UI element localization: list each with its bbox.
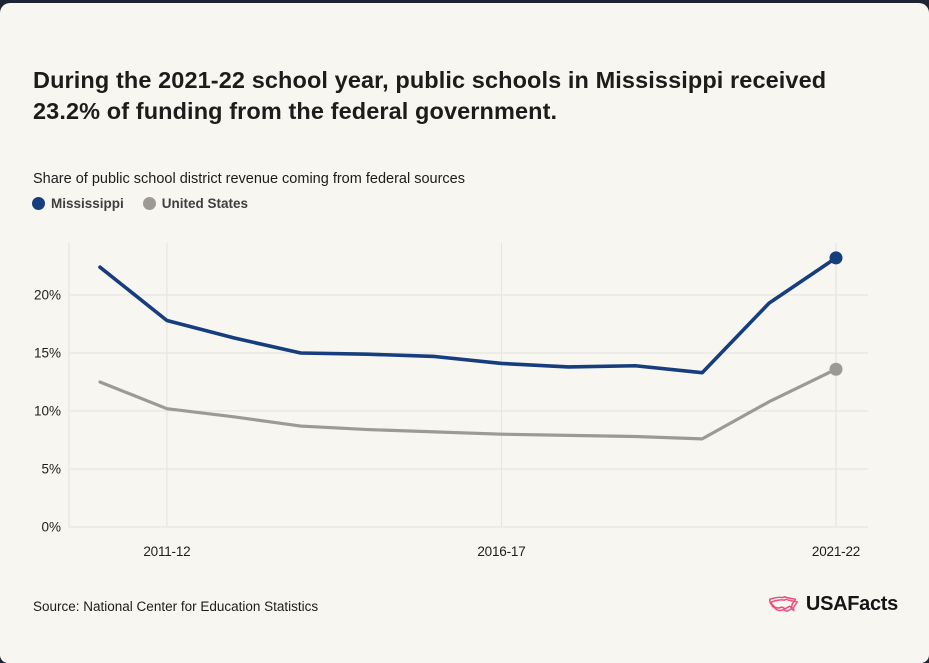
- x-tick-label: 2011-12: [143, 544, 190, 559]
- usafacts-wordmark: USAFacts: [805, 593, 898, 615]
- page-title: During the 2021-22 school year, public s…: [33, 66, 827, 124]
- chart-legend: Mississippi United States: [32, 196, 248, 211]
- y-tick-label: 10%: [34, 404, 61, 419]
- y-tick-label: 15%: [34, 346, 61, 361]
- legend-item-united-states[interactable]: United States: [142, 196, 249, 211]
- legend-dot-mississippi-icon: [32, 197, 45, 210]
- legend-item-mississippi[interactable]: Mississippi: [32, 196, 124, 211]
- x-tick-label: 2016-17: [477, 544, 525, 559]
- y-tick-label: 0%: [41, 520, 61, 535]
- x-tick-label: 2021-22: [812, 544, 860, 559]
- chart-card: During the 2021-22 school year, public s…: [0, 3, 929, 663]
- y-tick-label: 20%: [34, 288, 61, 303]
- chart-canvas: 0% 5% 10% 15% 20% 2011-12 2016-17 2021-22: [34, 243, 868, 559]
- y-tick-label: 5%: [41, 462, 61, 477]
- legend-dot-united-states-icon: [142, 197, 156, 210]
- series-line-united-states: [98, 367, 838, 441]
- line-chart[interactable]: 0% 5% 10% 15% 20% 2011-12 2016-17 2021-22: [0, 3, 929, 663]
- legend-label-mississippi: Mississippi: [51, 196, 124, 211]
- chart-subtitle: Share of public school district revenue …: [33, 170, 465, 187]
- source-note: Source: National Center for Education St…: [33, 599, 319, 614]
- end-point-united-states: [829, 362, 843, 376]
- end-point-mississippi: [829, 251, 843, 265]
- usafacts-logo[interactable]: USAFacts: [768, 593, 898, 616]
- usafacts-map-icon: [768, 596, 798, 613]
- legend-label-united-states: United States: [161, 196, 249, 211]
- series-line-mississippi: [98, 256, 838, 375]
